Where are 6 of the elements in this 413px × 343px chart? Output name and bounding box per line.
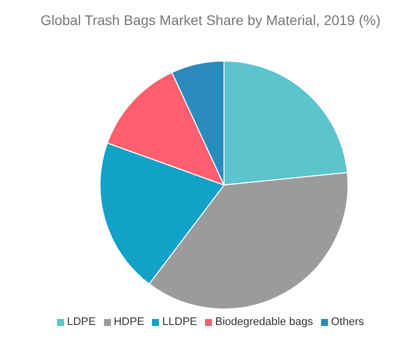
legend-label: LLDPE xyxy=(162,316,198,328)
legend-label: HDPE xyxy=(114,316,144,328)
legend-label: Biodegredable bags xyxy=(215,316,313,328)
legend-label: Others xyxy=(331,316,364,328)
chart-title: Global Trash Bags Market Share by Material, 2019 (%) xyxy=(39,11,382,28)
legend-label: LDPE xyxy=(66,316,96,328)
